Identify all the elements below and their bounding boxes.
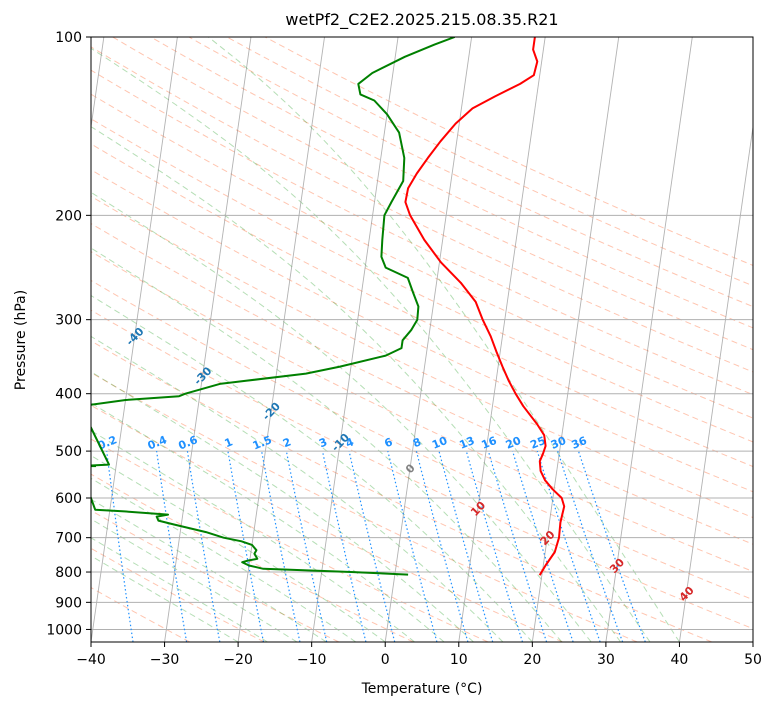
dry-adiabat-line: [91, 309, 753, 630]
y-axis-label: Pressure (hPa): [13, 290, 29, 390]
mixing-ratio-label: 1: [223, 435, 235, 450]
isotherm-line: [164, 37, 252, 642]
x-tick-label: −10: [297, 652, 327, 668]
background-line-labels: 0.10.20.40.611.52346810131620253036-100-…: [96, 325, 697, 604]
mixing-ratio-label: 25: [528, 434, 547, 452]
chart-title: wetPf2_C2E2.2025.215.08.35.R21: [285, 10, 558, 30]
x-tick-label: 10: [450, 652, 468, 668]
mixing-ratio-line: [438, 450, 494, 642]
isotherm-line: [678, 123, 753, 642]
moist-adiabat-line: [91, 247, 563, 642]
isotherm-line: [384, 37, 473, 642]
dry-adiabat-line: [91, 222, 753, 545]
mixing-ratio-label: 8: [411, 435, 423, 450]
mixing-ratio-label: 16: [480, 434, 499, 452]
y-tick-label: 700: [55, 531, 82, 547]
mixing-ratio-line: [577, 450, 646, 642]
mixing-ratio-line: [156, 451, 188, 642]
mixing-ratio-line: [227, 450, 265, 642]
isotherms: [91, 37, 753, 642]
mixing-ratio-line: [285, 450, 328, 642]
mixing-ratio-line: [512, 450, 574, 642]
dry-adiabat-line: [91, 340, 712, 642]
mixing-ratio-label: 3: [317, 435, 329, 450]
moist-adiabat-line: [91, 371, 474, 642]
y-tick-label: 500: [55, 444, 82, 460]
mixing-ratio-line: [415, 450, 469, 642]
mixing-ratio-line: [348, 450, 396, 642]
mixing-ratio-line: [465, 450, 524, 642]
mixing-ratio-line: [536, 450, 601, 642]
y-tick-label: 800: [55, 565, 82, 581]
dry-adiabat-line: [91, 473, 414, 642]
moist-adiabat-line: [208, 37, 680, 642]
mixing-ratio-line: [387, 450, 438, 642]
moist-adiabat-line: [91, 47, 651, 642]
moist-adiabat-line: [91, 191, 592, 642]
mixing-ratio-line: [487, 450, 548, 642]
pressure-gridlines: [91, 37, 753, 630]
temperature-profile-line: [404, 37, 566, 576]
isotherm-line: [458, 37, 546, 642]
y-tick-label: 900: [55, 595, 82, 611]
y-tick-label: 100: [55, 30, 82, 46]
moist-adiabat-line: [91, 294, 533, 642]
mixing-ratio-line: [321, 450, 367, 642]
isotherm-line: [605, 37, 693, 642]
moist-adiabat-line: [91, 126, 622, 642]
sounding-profiles: [91, 37, 566, 576]
y-tick-label: 300: [55, 313, 82, 329]
mixing-ratio-line: [186, 451, 221, 642]
mixing-ratio-label: 2: [281, 435, 293, 450]
axes: −40 −30 −20 −10 0 10 20 30 40 50 1000 900 800 700 600 5…: [46, 30, 762, 668]
y-tick-label: 200: [55, 208, 82, 224]
dry-adiabat-line: [91, 169, 753, 493]
moist-adiabat-line: [91, 402, 445, 642]
dry-adiabat-line: [91, 251, 753, 573]
x-tick-label: −20: [223, 652, 253, 668]
y-tick-label: 1000: [46, 622, 82, 638]
mixing-ratio-lines: [106, 450, 646, 642]
isotherm-line: [531, 37, 620, 642]
mixing-ratio-label: 20: [504, 434, 523, 452]
mixing-ratio-line: [106, 451, 134, 642]
x-tick-label: 50: [744, 652, 762, 668]
isotherm-line: [311, 37, 399, 642]
x-tick-label: 0: [381, 652, 390, 668]
x-tick-label: −30: [150, 652, 180, 668]
mixing-ratio-line: [261, 450, 301, 642]
moist-adiabat-line: [91, 537, 268, 642]
x-axis-label: Temperature (°C): [361, 681, 483, 697]
moist-adiabat-line: [91, 335, 504, 642]
y-tick-label: 600: [55, 491, 82, 507]
y-tick-label: 400: [55, 387, 82, 403]
mixing-ratio-line: [557, 450, 624, 642]
mixing-ratio-label: 36: [570, 434, 589, 452]
x-tick-label: 40: [671, 652, 689, 668]
dewpoint-profile-line: [91, 37, 456, 576]
dry-adiabat-line: [91, 279, 753, 601]
x-tick-label: 20: [523, 652, 541, 668]
mixing-ratio-label: 13: [457, 434, 476, 452]
plot-frame: [90, 36, 754, 643]
mixing-ratio-label: 10: [430, 434, 449, 452]
moist-adiabat-line: [91, 477, 357, 642]
moist-adiabat-line: [91, 455, 386, 642]
isotherm-line: [237, 37, 325, 642]
moist-adiabat-line: [91, 555, 239, 642]
x-tick-label: 30: [597, 652, 615, 668]
x-tick-label: −40: [76, 652, 106, 668]
isotherm-line: [91, 37, 178, 642]
dry-adiabat-line: [91, 438, 489, 642]
dry-adiabat-line: [91, 118, 753, 443]
mixing-ratio-label: 30: [549, 434, 568, 452]
